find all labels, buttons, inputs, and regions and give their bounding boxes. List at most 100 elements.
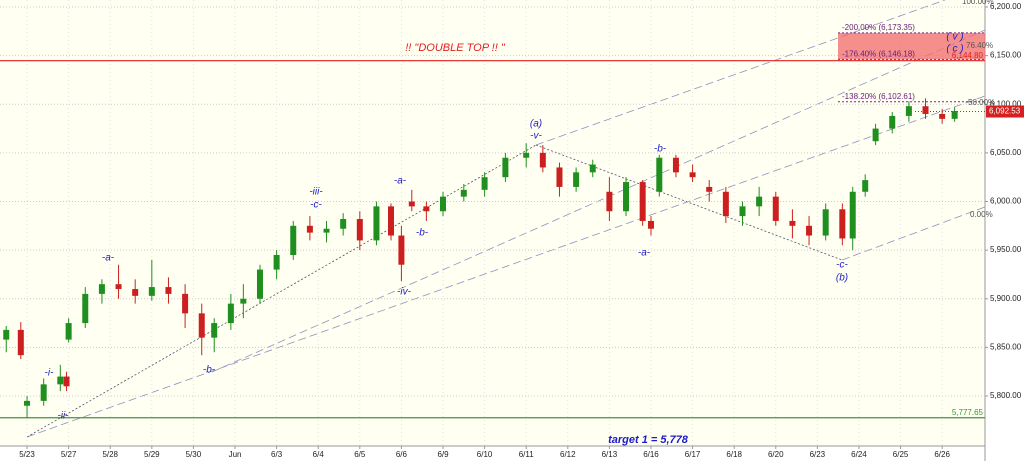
wave-label: -c-: [310, 200, 322, 211]
x-tick-label: 5/23: [19, 450, 35, 459]
candle-body: [672, 157, 679, 173]
candle-body: [63, 376, 70, 387]
x-tick-label: 6/26: [934, 450, 950, 459]
x-tick-label: 6/25: [893, 450, 909, 459]
candle-body: [423, 206, 430, 212]
y-tick-label: 5,850.00: [990, 342, 1022, 351]
x-tick-label: 6/3: [271, 450, 283, 459]
fib-label: -200.00% (6,173.35): [842, 23, 915, 32]
candle-body: [647, 220, 654, 229]
candle-body: [523, 152, 530, 158]
candle-body: [290, 225, 297, 255]
channel-label: 50.00%: [968, 98, 995, 107]
x-tick-label: 5/28: [102, 450, 118, 459]
y-tick-label: 6,000.00: [990, 197, 1022, 206]
x-tick-label: 6/20: [768, 450, 784, 459]
x-tick-label: 6/9: [437, 450, 449, 459]
candle-body: [772, 196, 779, 221]
level-label: 6,144.80: [952, 51, 984, 60]
candle-body: [722, 191, 729, 217]
candle-body: [198, 313, 205, 338]
candle-body: [98, 284, 105, 294]
candle-body: [839, 209, 846, 239]
fib-label: -176.40% (6,146.18): [842, 49, 915, 58]
candle-body: [689, 172, 696, 178]
plot-background: [0, 0, 985, 446]
wave-label: -b-: [654, 144, 667, 155]
y-tick-label: 6,050.00: [990, 148, 1022, 157]
channel-line: [535, 0, 946, 146]
candle-body: [398, 235, 405, 265]
y-tick-label: 5,800.00: [990, 391, 1022, 400]
x-tick-label: 6/12: [560, 450, 576, 459]
x-tick-label: 5/27: [61, 450, 77, 459]
candle-body: [539, 152, 546, 168]
candle-body: [739, 206, 746, 217]
x-tick-label: 6/6: [396, 450, 408, 459]
wave-label: -iv-: [397, 287, 412, 298]
wave-label: (a): [530, 119, 542, 130]
candle-body: [822, 209, 829, 236]
candle-body: [756, 196, 763, 207]
candle-body: [373, 206, 380, 241]
candle-body: [340, 219, 347, 229]
candle-body: [256, 269, 263, 299]
candle-body: [182, 293, 189, 314]
candle-body: [132, 289, 139, 296]
channel-label: 76.40%: [966, 41, 993, 50]
candle-body: [573, 172, 580, 187]
wave-label: ( c ): [946, 44, 963, 55]
wave-line: [26, 144, 537, 438]
y-tick-label: 5,900.00: [990, 294, 1022, 303]
candle-body: [872, 128, 879, 142]
candle-body: [606, 191, 613, 212]
candle-body: [240, 298, 247, 304]
wave-label: -c-: [836, 260, 848, 271]
x-tick-label: Jun: [229, 450, 242, 459]
candle-body: [460, 189, 467, 197]
last-price-box: [986, 105, 1024, 118]
candle-body: [3, 329, 10, 340]
candle-body: [951, 111, 958, 119]
candle-body: [639, 182, 646, 221]
candle-body: [481, 177, 488, 190]
candle-body: [889, 115, 896, 129]
wave-label: (b): [836, 273, 848, 284]
candle-body: [656, 157, 663, 192]
wave-label: -i-: [45, 368, 55, 379]
candle-body: [148, 287, 155, 296]
channel-label: 100.00%: [962, 0, 994, 6]
candle-body: [806, 225, 813, 236]
channel-line: [211, 29, 986, 373]
wave-label: -iii-: [309, 187, 323, 198]
x-tick-label: 5/29: [144, 450, 160, 459]
level-label: 5,777.65: [952, 408, 984, 417]
candle-body: [556, 167, 563, 187]
x-tick-label: 5/30: [186, 450, 202, 459]
candle-body: [789, 220, 796, 226]
x-tick-label: 6/18: [726, 450, 742, 459]
y-tick-label: 6,100.00: [990, 99, 1022, 108]
x-tick-label: 6/11: [519, 450, 535, 459]
wave-label: -a-: [102, 253, 115, 264]
target-zone: [838, 32, 985, 60]
x-tick-label: 6/10: [477, 450, 493, 459]
candle-body: [24, 400, 31, 406]
candle-body: [706, 186, 713, 192]
candle-body: [65, 323, 72, 340]
wave-line: [535, 144, 843, 261]
x-tick-label: 6/4: [313, 450, 325, 459]
candle-body: [623, 182, 630, 212]
candle-body: [408, 201, 415, 207]
candle-body: [862, 180, 869, 192]
wave-label: -a-: [638, 248, 651, 259]
candle-body: [922, 106, 929, 114]
candle-body: [227, 303, 234, 324]
channel-lines: [26, 0, 986, 438]
candle-body: [939, 113, 946, 119]
candle-body: [17, 329, 24, 356]
wave-label: -ii-: [57, 411, 69, 422]
x-tick-label: 6/13: [602, 450, 618, 459]
candle-body: [273, 254, 280, 270]
x-tick-label: 6/5: [354, 450, 366, 459]
